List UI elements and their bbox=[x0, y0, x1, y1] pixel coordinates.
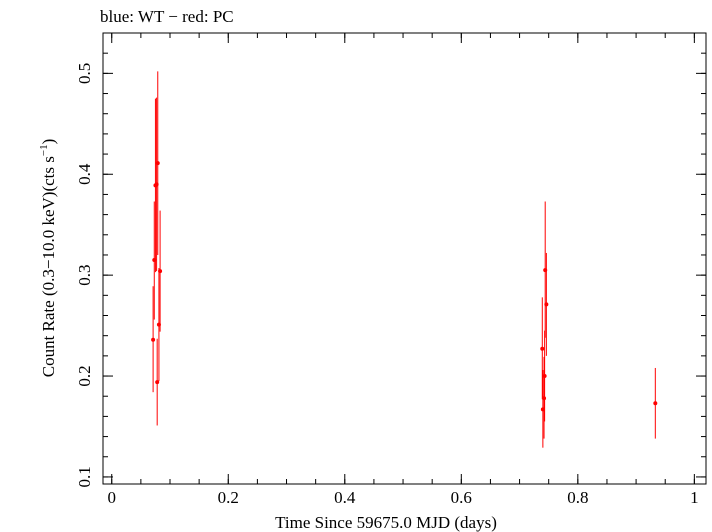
x-tick-label: 0.6 bbox=[451, 488, 472, 507]
y-tick-label: 0.4 bbox=[75, 163, 94, 185]
x-axis: 0 0.2 0.4 0.6 0.8 1 bbox=[107, 33, 699, 507]
chart-title: blue: WT − red: PC bbox=[100, 7, 234, 26]
data-point bbox=[653, 401, 658, 406]
y-tick-label: 0.3 bbox=[75, 265, 94, 286]
y-axis-label-main: Count Rate (0.3−10.0 keV)(cts s bbox=[39, 156, 58, 377]
plot-frame bbox=[102, 32, 707, 485]
data-point bbox=[158, 269, 163, 274]
x-tick-label: 0.4 bbox=[334, 488, 356, 507]
y-axis: 0.1 0.2 0.3 0.4 0.5 bbox=[75, 32, 706, 488]
data-point bbox=[540, 346, 545, 351]
data-point bbox=[542, 396, 547, 401]
x-tick-label: 1 bbox=[690, 488, 699, 507]
y-tick-label: 0.1 bbox=[75, 466, 94, 487]
x-tick-label: 0.8 bbox=[567, 488, 588, 507]
data-series-pc bbox=[151, 71, 658, 448]
data-point bbox=[151, 337, 156, 342]
x-tick-label: 0 bbox=[107, 488, 116, 507]
x-axis-label: Time Since 59675.0 MJD (days) bbox=[275, 513, 497, 532]
y-axis-label-exponent: −1 bbox=[38, 144, 50, 156]
data-point bbox=[155, 380, 160, 385]
y-tick-label: 0.5 bbox=[75, 63, 94, 84]
y-tick-label: 0.2 bbox=[75, 365, 94, 386]
data-point bbox=[155, 161, 160, 166]
data-point bbox=[542, 374, 547, 379]
y-axis-label: Count Rate (0.3−10.0 keV)(cts s−1) bbox=[38, 139, 58, 378]
data-point bbox=[544, 302, 549, 307]
y-axis-label-close: ) bbox=[39, 139, 58, 145]
x-tick-label: 0.2 bbox=[218, 488, 239, 507]
